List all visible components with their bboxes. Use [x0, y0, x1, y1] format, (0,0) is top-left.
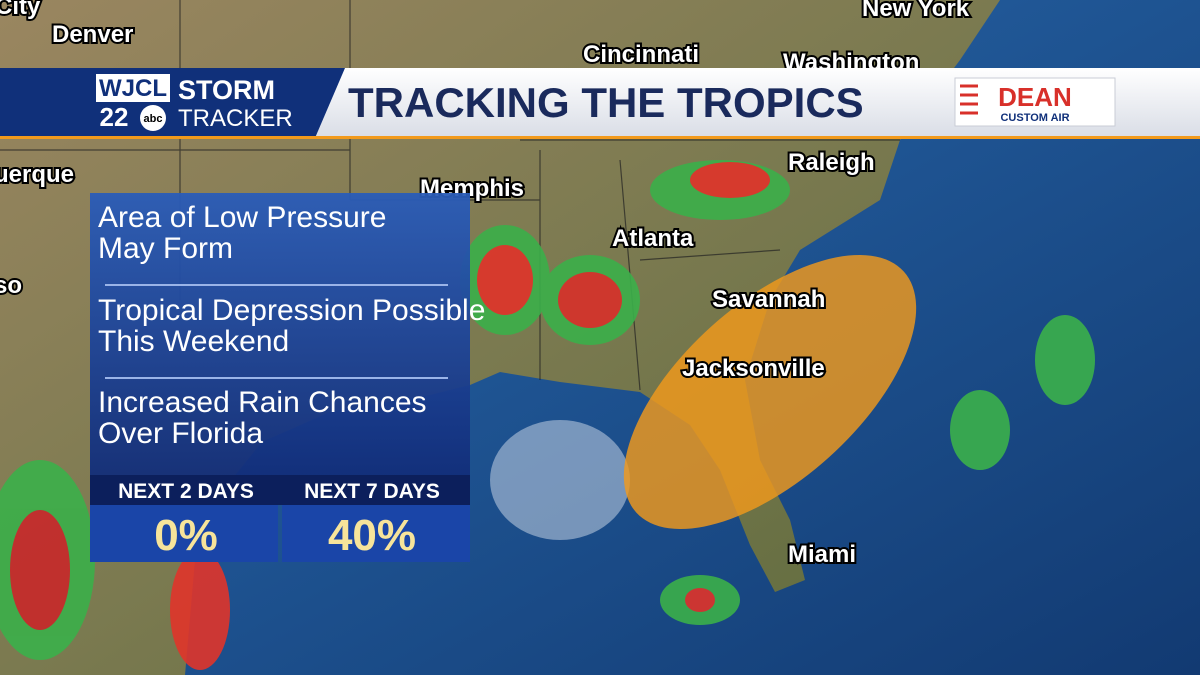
outlook-cell — [282, 505, 470, 562]
city-label: so — [0, 272, 22, 299]
city-label: Jacksonville — [682, 355, 825, 382]
city-label: New York — [862, 0, 970, 22]
outlook-label: NEXT 7 DAYS — [304, 480, 440, 503]
city-label: Denver — [52, 21, 133, 48]
city-label: Omaha — [290, 0, 372, 2]
outlook-label: NEXT 2 DAYS — [118, 480, 254, 503]
sponsor-mark — [960, 84, 978, 115]
logo-brand-top: STORM — [178, 75, 275, 105]
info-panel — [90, 193, 470, 475]
development-area — [623, 254, 917, 530]
logo-channel: 22 — [100, 102, 129, 132]
city-label: Cincinnati — [583, 41, 699, 68]
panel-item: Tropical Depression Possible This Weekend — [98, 294, 485, 358]
logo-box — [96, 74, 170, 102]
sponsor-logo — [954, 77, 1116, 127]
panel-item: Increased Rain Chances Over Florida — [98, 386, 427, 450]
logo-brand-bottom: TRACKER — [178, 105, 293, 132]
panel-item: Area of Low Pressure May Form — [98, 201, 386, 265]
outlook-cell — [90, 505, 278, 562]
outlook-chance: 0% — [154, 511, 218, 560]
network-badge — [140, 105, 166, 131]
city-label: Savannah — [712, 286, 825, 313]
city-label: City — [0, 0, 41, 20]
logo-network: abc — [144, 113, 163, 125]
city-label: Raleigh — [788, 149, 875, 176]
sponsor-tagline: CUSTOM AIR — [1000, 112, 1069, 124]
radar — [0, 160, 1095, 670]
outlook-header — [90, 475, 470, 505]
outlook-chance: 40% — [328, 511, 416, 560]
title: TRACKING THE TROPICS — [348, 79, 864, 126]
city-label: uerque — [0, 161, 74, 188]
city-label: Atlanta — [612, 225, 694, 252]
sponsor-name: DEAN — [998, 82, 1072, 112]
logo-area — [0, 68, 345, 138]
city-label: Miami — [788, 541, 856, 568]
logo-station: WJCL — [99, 75, 167, 102]
header-stripe — [0, 136, 1200, 139]
